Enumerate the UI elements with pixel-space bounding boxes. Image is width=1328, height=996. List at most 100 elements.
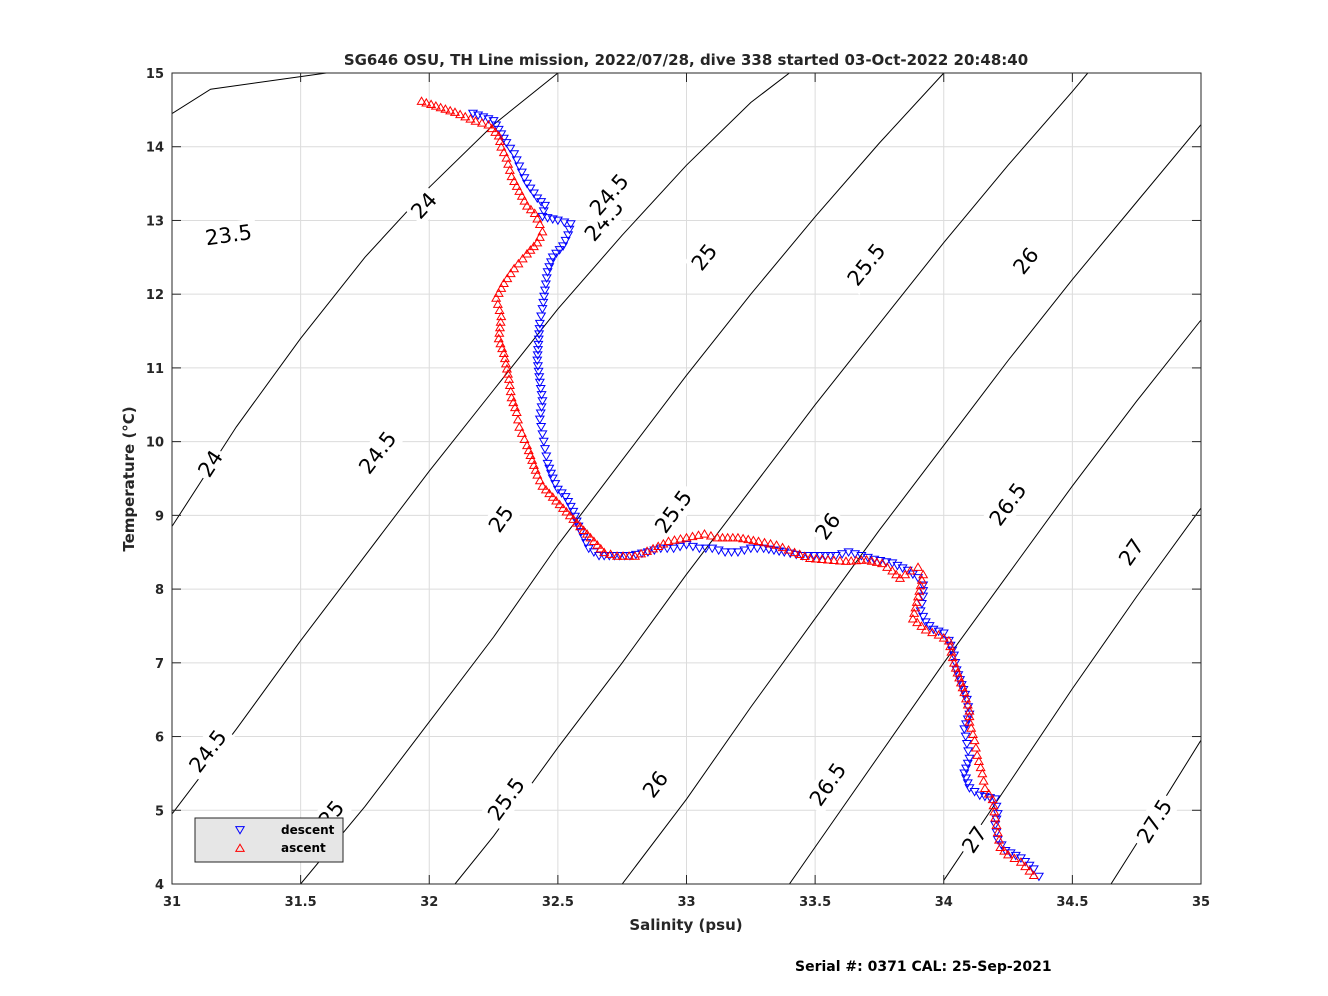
isopycnal-label-bg [981,474,1036,535]
ascent-point [496,283,507,292]
descent-point [636,549,647,559]
chart-title: SG646 OSU, TH Line mission, 2022/07/28, … [344,51,1028,69]
descent-point [536,312,547,322]
descent-point [950,658,961,668]
isopycnal-label-bg [1128,790,1181,852]
ascent-point [783,545,794,554]
descent-point [797,552,808,561]
ascent-point [753,536,764,546]
isopycnal-label-bg [575,190,633,251]
ascent-point [969,735,980,745]
ascent-point [561,506,572,516]
descent-point [962,759,973,769]
descent-point [565,220,576,229]
descent-point [960,720,972,730]
descent-point [624,552,635,561]
descent-point [505,144,516,154]
descent-point [700,544,711,554]
ascent-point [564,510,575,520]
ascent-point [517,253,528,263]
data-points [416,96,1045,882]
descent-point [681,540,692,550]
ascent-point [995,842,1006,851]
isopycnal-label-bg [403,185,445,227]
ascent-point [519,196,530,205]
ascent-point [486,123,497,133]
descent-point [918,612,929,622]
descent-point [539,445,551,454]
descent-point [535,409,546,419]
ascent-point [912,617,923,627]
ascent-point [599,547,610,557]
descent-point [581,539,592,548]
descent-point [532,351,543,361]
ascent-point [529,208,540,217]
isopycnal-line [454,73,1089,884]
ascent-point [693,530,704,539]
descent-point [938,629,949,639]
descent-point [687,542,699,552]
descent-point [534,373,545,382]
ascent-point [876,558,888,568]
ascent-point [912,562,924,571]
descent-point [534,319,545,329]
descent-legend-marker [234,826,246,835]
descent-point [803,552,814,561]
ascent-point [771,540,782,549]
ascent-point [513,258,524,268]
ascent-point [960,693,972,703]
x-tick-label: 33.5 [799,895,831,910]
descent-point [565,502,576,512]
descent-point [488,117,499,126]
ascent-point [502,273,513,283]
ascent-point [887,565,898,575]
descent-point [539,286,551,296]
ascent-point [856,555,867,564]
descent-point [960,732,971,742]
ascent-point [435,102,446,112]
descent-point [511,156,522,166]
ascent-point [866,556,877,565]
ascent-point [907,613,918,623]
ascent-point [568,514,579,523]
descent-point [552,216,563,226]
descent-point [918,581,929,591]
ascent-point [748,535,759,545]
ascent-point [504,165,515,174]
ascent-point [675,533,686,543]
ascent-point [492,299,503,308]
ascent-point [999,846,1010,855]
ascent-point [617,551,629,560]
ascent-point [1002,849,1014,859]
descent-point [707,544,718,554]
descent-point [915,607,926,616]
ascent-point [544,488,555,498]
ascent-point [623,551,635,560]
ascent-point [465,113,476,123]
isopycnal-label-bg [635,763,676,806]
isopycnal-label: 26 [810,509,845,545]
ascent-point [460,111,471,121]
ascent-point [992,827,1003,837]
ascent-point [972,750,983,759]
ascent-point [871,557,882,566]
ascent-point [532,237,543,247]
ascent-point [699,529,710,538]
ascent-point [595,543,606,553]
descent-point [536,391,547,400]
ascent-point [882,562,893,571]
x-axis-label: Salinity (psu) [629,916,742,934]
ascent-point [588,536,599,546]
isopycnal-line [172,73,327,115]
ascent-point [727,532,738,542]
descent-point [849,550,861,559]
descent-point [837,550,848,559]
ascent-point [777,542,788,552]
isopycnal-label-bg [581,165,638,225]
ascent-point [927,627,938,637]
y-tick-label: 11 [146,362,164,377]
y-tick-label: 9 [155,509,164,524]
descent-point [514,162,525,172]
serial-cal-footer: Serial #: 0371 CAL: 25-Sep-2021 [795,959,1052,975]
y-tick-label: 4 [155,878,164,893]
